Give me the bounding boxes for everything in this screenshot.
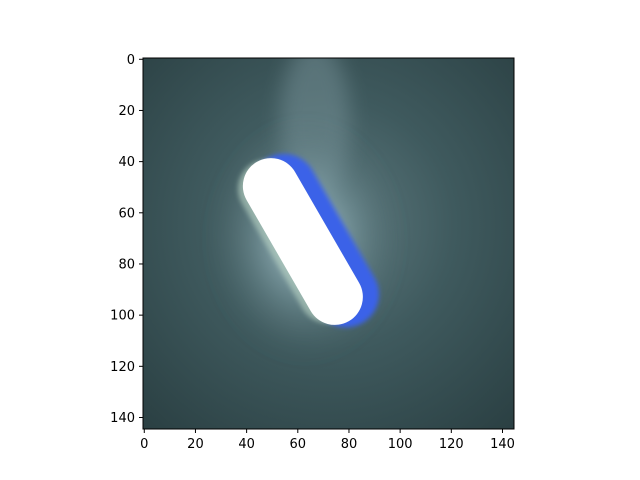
x-tick-label: 0: [140, 437, 148, 452]
y-tick-label: 0: [127, 53, 135, 68]
y-tick-label: 140: [110, 411, 135, 426]
x-tick-label: 100: [388, 437, 413, 452]
x-tick-label: 60: [290, 437, 307, 452]
y-tick-label: 80: [118, 257, 135, 272]
x-tick-label: 40: [238, 437, 255, 452]
y-tick-label: 60: [118, 206, 135, 221]
x-axis: 0 20 40 60 80 100 120 140: [140, 429, 515, 452]
axes-frame: [142, 57, 515, 430]
x-tick-label: 80: [341, 437, 358, 452]
x-tick-label: 120: [439, 437, 464, 452]
x-tick-label: 140: [490, 437, 515, 452]
y-tick-label: 40: [118, 155, 135, 170]
photo-image: [143, 58, 514, 429]
y-tick-label: 100: [110, 309, 135, 324]
x-tick-label: 20: [187, 437, 204, 452]
y-tick-label: 20: [118, 104, 135, 119]
y-tick-label: 120: [110, 360, 135, 375]
y-axis: 0 20 40 60 80 100 120 140: [110, 53, 143, 426]
